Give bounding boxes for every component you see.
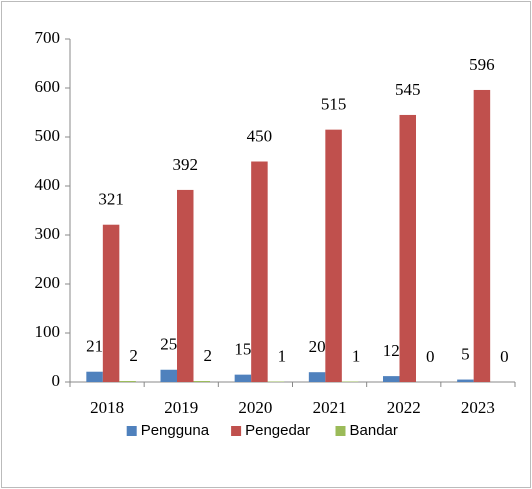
bar xyxy=(234,374,252,382)
data-label: 2 xyxy=(204,346,213,365)
bar xyxy=(86,371,103,382)
bar xyxy=(457,379,474,382)
x-tick-label: 2023 xyxy=(461,398,495,417)
x-tick-label: 2018 xyxy=(90,398,124,417)
x-tick-label: 2022 xyxy=(387,398,421,417)
bar xyxy=(193,381,210,382)
y-tick-label: 500 xyxy=(35,126,61,145)
data-label: 1 xyxy=(352,346,361,365)
x-tick-label: 2019 xyxy=(164,398,198,417)
bar xyxy=(383,376,400,382)
data-label: 5 xyxy=(461,344,470,363)
data-label: 0 xyxy=(426,347,435,366)
bar xyxy=(473,89,491,383)
data-label: 20 xyxy=(309,337,326,356)
x-tick-label: 2021 xyxy=(313,398,347,417)
legend-swatch xyxy=(335,426,346,436)
legend-swatch xyxy=(126,426,137,436)
bar xyxy=(177,189,194,382)
data-label: 515 xyxy=(321,95,347,114)
bar xyxy=(160,369,177,382)
y-tick-label: 200 xyxy=(35,273,61,292)
y-tick-label: 600 xyxy=(35,77,61,96)
data-label: 545 xyxy=(395,80,421,99)
data-label: 25 xyxy=(160,335,177,354)
data-label: 596 xyxy=(469,55,495,74)
bar xyxy=(102,224,120,382)
y-tick-label: 100 xyxy=(35,322,61,341)
data-label: 21 xyxy=(86,337,103,356)
y-tick-label: 700 xyxy=(35,28,61,47)
data-label: 392 xyxy=(173,155,199,174)
y-tick-label: 300 xyxy=(35,224,61,243)
legend-label: Pengedar xyxy=(245,422,310,439)
legend-label: Pengguna xyxy=(141,422,210,439)
legend-swatch xyxy=(231,426,242,436)
bar xyxy=(308,372,326,382)
data-label: 450 xyxy=(247,126,273,145)
bar xyxy=(399,114,416,382)
y-tick-label: 0 xyxy=(52,371,61,390)
x-tick-label: 2020 xyxy=(238,398,272,417)
y-tick-label: 400 xyxy=(35,175,61,194)
data-label: 1 xyxy=(278,346,287,365)
data-label: 0 xyxy=(500,347,509,366)
bar xyxy=(251,161,268,382)
bar xyxy=(325,129,342,382)
data-label: 321 xyxy=(98,190,124,209)
legend-label: Bandar xyxy=(350,422,398,439)
data-label: 2 xyxy=(129,346,138,365)
bar xyxy=(119,381,136,382)
data-label: 12 xyxy=(383,341,400,360)
data-label: 15 xyxy=(234,340,251,359)
